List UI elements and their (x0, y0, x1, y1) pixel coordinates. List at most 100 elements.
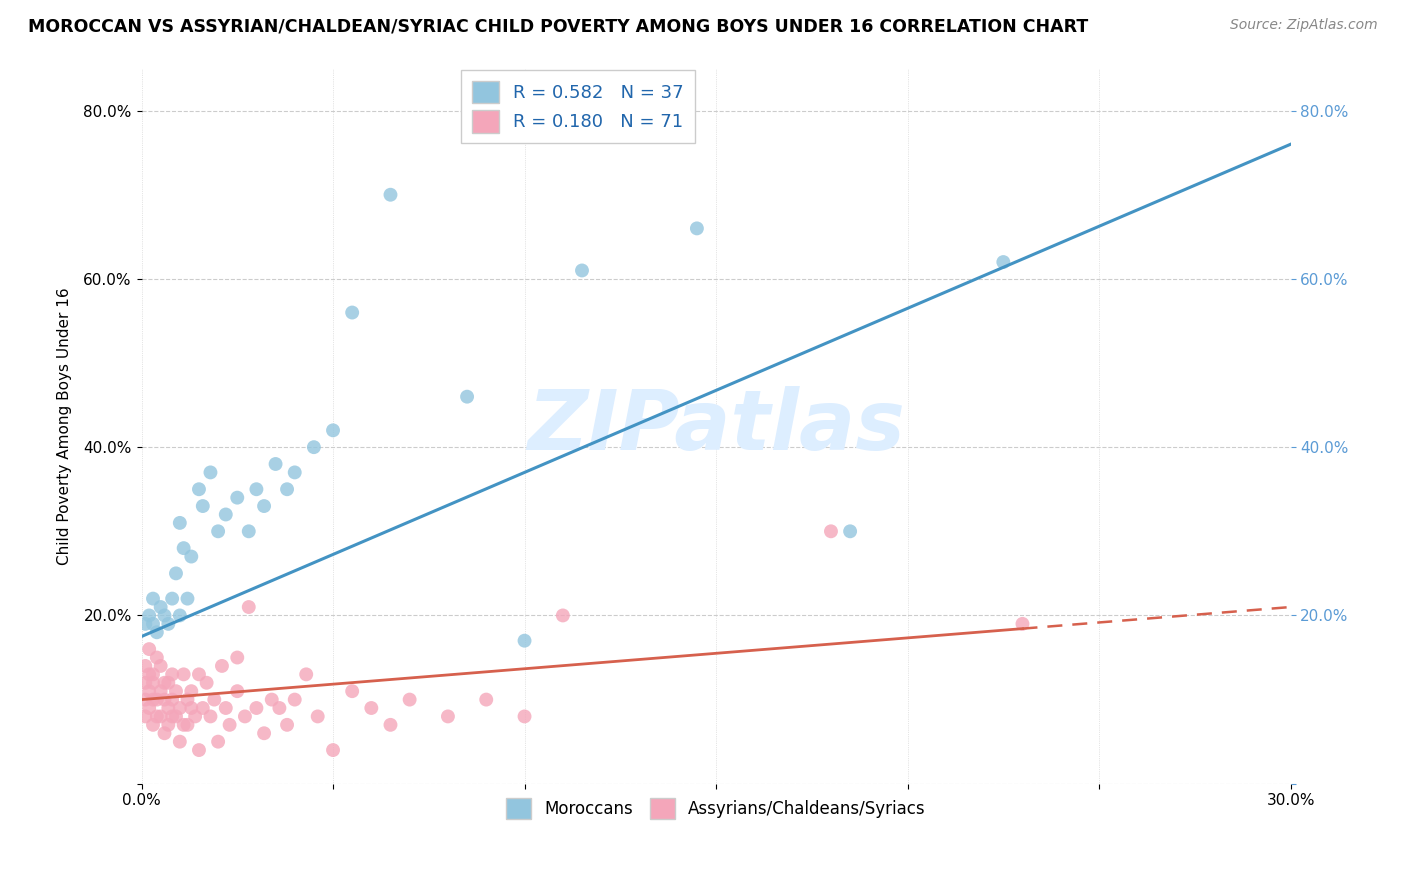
Point (437, 709, 460, 723)
Point (173, 541, 195, 556)
Point (245, 482, 267, 496)
Point (264, 457, 287, 471)
Point (180, 701, 202, 715)
Point (134, 692, 156, 706)
Point (146, 709, 169, 723)
Point (340, 305, 363, 319)
Point (146, 650, 169, 665)
Point (173, 718, 195, 732)
Point (307, 709, 329, 723)
Point (207, 524, 229, 539)
Point (233, 709, 256, 723)
Point (215, 701, 238, 715)
Point (157, 616, 180, 631)
Point (160, 709, 183, 723)
Point (138, 608, 160, 623)
Point (134, 709, 156, 723)
Point (226, 650, 249, 665)
Point (686, 221, 709, 235)
Point (146, 625, 169, 640)
Point (820, 524, 842, 539)
Point (218, 718, 240, 732)
Point (360, 701, 382, 715)
Point (207, 734, 229, 748)
Point (165, 566, 187, 581)
Point (1011, 616, 1033, 631)
Point (142, 692, 165, 706)
Point (165, 684, 187, 698)
Point (142, 591, 165, 606)
Point (176, 591, 198, 606)
Point (157, 701, 180, 715)
Point (238, 600, 260, 615)
Point (513, 709, 536, 723)
Point (839, 524, 862, 539)
Point (202, 692, 225, 706)
Point (551, 608, 574, 623)
Point (191, 701, 214, 715)
Point (176, 718, 198, 732)
Point (380, 187, 402, 202)
Point (513, 633, 536, 648)
Point (160, 692, 183, 706)
Point (149, 600, 172, 615)
Point (153, 675, 176, 690)
Point (260, 692, 283, 706)
Y-axis label: Child Poverty Among Boys Under 16: Child Poverty Among Boys Under 16 (58, 287, 72, 565)
Point (142, 675, 165, 690)
Point (188, 667, 211, 681)
Point (245, 701, 267, 715)
Point (153, 692, 176, 706)
Point (169, 701, 191, 715)
Point (456, 390, 478, 404)
Point (475, 692, 498, 706)
Point (295, 667, 318, 681)
Point (195, 675, 218, 690)
Point (184, 709, 207, 723)
Point (380, 718, 402, 732)
Point (211, 659, 233, 673)
Point (169, 734, 191, 748)
Point (149, 709, 172, 723)
Point (142, 718, 165, 732)
Point (138, 642, 160, 657)
Point (134, 616, 156, 631)
Point (138, 684, 160, 698)
Point (149, 659, 172, 673)
Point (276, 718, 298, 732)
Point (226, 684, 249, 698)
Point (215, 508, 238, 522)
Point (238, 524, 260, 539)
Point (173, 667, 195, 681)
Point (200, 466, 222, 480)
Point (134, 659, 156, 673)
Point (142, 667, 165, 681)
Point (340, 684, 363, 698)
Point (157, 675, 180, 690)
Point (138, 701, 160, 715)
Point (169, 608, 191, 623)
Point (157, 718, 180, 732)
Point (322, 743, 344, 757)
Point (269, 701, 291, 715)
Text: MOROCCAN VS ASSYRIAN/CHALDEAN/SYRIAC CHILD POVERTY AMONG BOYS UNDER 16 CORRELATI: MOROCCAN VS ASSYRIAN/CHALDEAN/SYRIAC CHI… (28, 18, 1088, 36)
Point (571, 263, 593, 277)
Text: Source: ZipAtlas.com: Source: ZipAtlas.com (1230, 18, 1378, 32)
Point (322, 423, 344, 437)
Point (276, 482, 298, 496)
Point (253, 499, 276, 513)
Text: ZIPatlas: ZIPatlas (527, 385, 905, 467)
Point (284, 692, 307, 706)
Point (180, 549, 202, 564)
Point (165, 709, 187, 723)
Point (169, 516, 191, 530)
Point (302, 440, 325, 454)
Point (226, 491, 249, 505)
Legend: Moroccans, Assyrians/Chaldeans/Syriacs: Moroccans, Assyrians/Chaldeans/Syriacs (499, 792, 932, 825)
Point (253, 726, 276, 740)
Point (160, 591, 183, 606)
Point (188, 482, 211, 496)
Point (160, 667, 183, 681)
Point (142, 616, 165, 631)
Point (134, 675, 156, 690)
